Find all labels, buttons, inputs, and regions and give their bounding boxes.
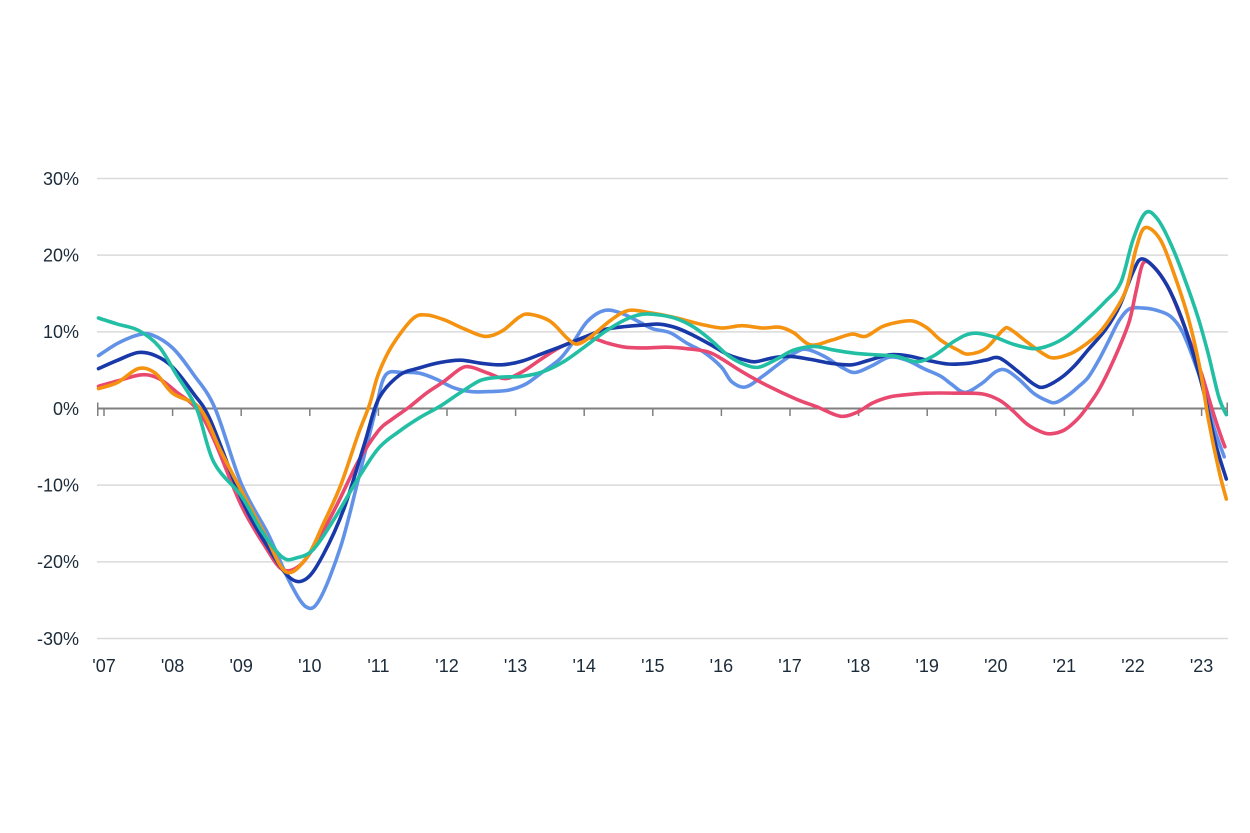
series-line-teal: [96, 209, 1229, 562]
x-axis-label-2021: '21: [1053, 656, 1076, 676]
x-axis-label-2008: '08: [161, 656, 184, 676]
y-axis-label-20: 20%: [43, 245, 79, 265]
y-axis-label--20: -20%: [37, 552, 79, 572]
x-axis-label-2017: '17: [778, 656, 801, 676]
x-axis-label-2018: '18: [847, 656, 870, 676]
x-axis-label-2022: '22: [1121, 656, 1144, 676]
x-axis-label-2010: '10: [298, 656, 321, 676]
x-axis-label-2009: '09: [229, 656, 252, 676]
y-axis-label-10: 10%: [43, 322, 79, 342]
x-axis-label-2023: '23: [1190, 656, 1213, 676]
y-axis-label-0: 0%: [53, 399, 79, 419]
y-axis-labels: 30% 20% 10% 0% -10% -20% -30%: [37, 169, 79, 649]
axis-ticks: [97, 402, 1228, 416]
x-axis-label-2019: '19: [915, 656, 938, 676]
x-axis-label-2016: '16: [710, 656, 733, 676]
y-axis-label-30: 30%: [43, 169, 79, 189]
x-axis-label-2014: '14: [572, 656, 595, 676]
x-axis-label-2015: '15: [641, 656, 664, 676]
x-axis-labels: '07 '08 '09 '10 '11 '12 '13 '14 '15 '16 '17 '18 '19 '…: [92, 656, 1213, 676]
x-axis-label-2020: '20: [984, 656, 1007, 676]
series-line-orange: [96, 225, 1229, 575]
series-line-red: [96, 259, 1227, 573]
x-axis-label-2013: '13: [504, 656, 527, 676]
x-axis-label-2011: '11: [367, 656, 389, 676]
gridlines: [97, 177, 1228, 640]
series-lines: [96, 209, 1229, 611]
y-axis-label--10: -10%: [37, 475, 79, 495]
series-line-light_blue: [96, 305, 1226, 611]
y-axis-label--30: -30%: [37, 629, 79, 649]
x-axis-label-2007: '07: [92, 656, 115, 676]
x-axis-label-2012: '12: [435, 656, 458, 676]
